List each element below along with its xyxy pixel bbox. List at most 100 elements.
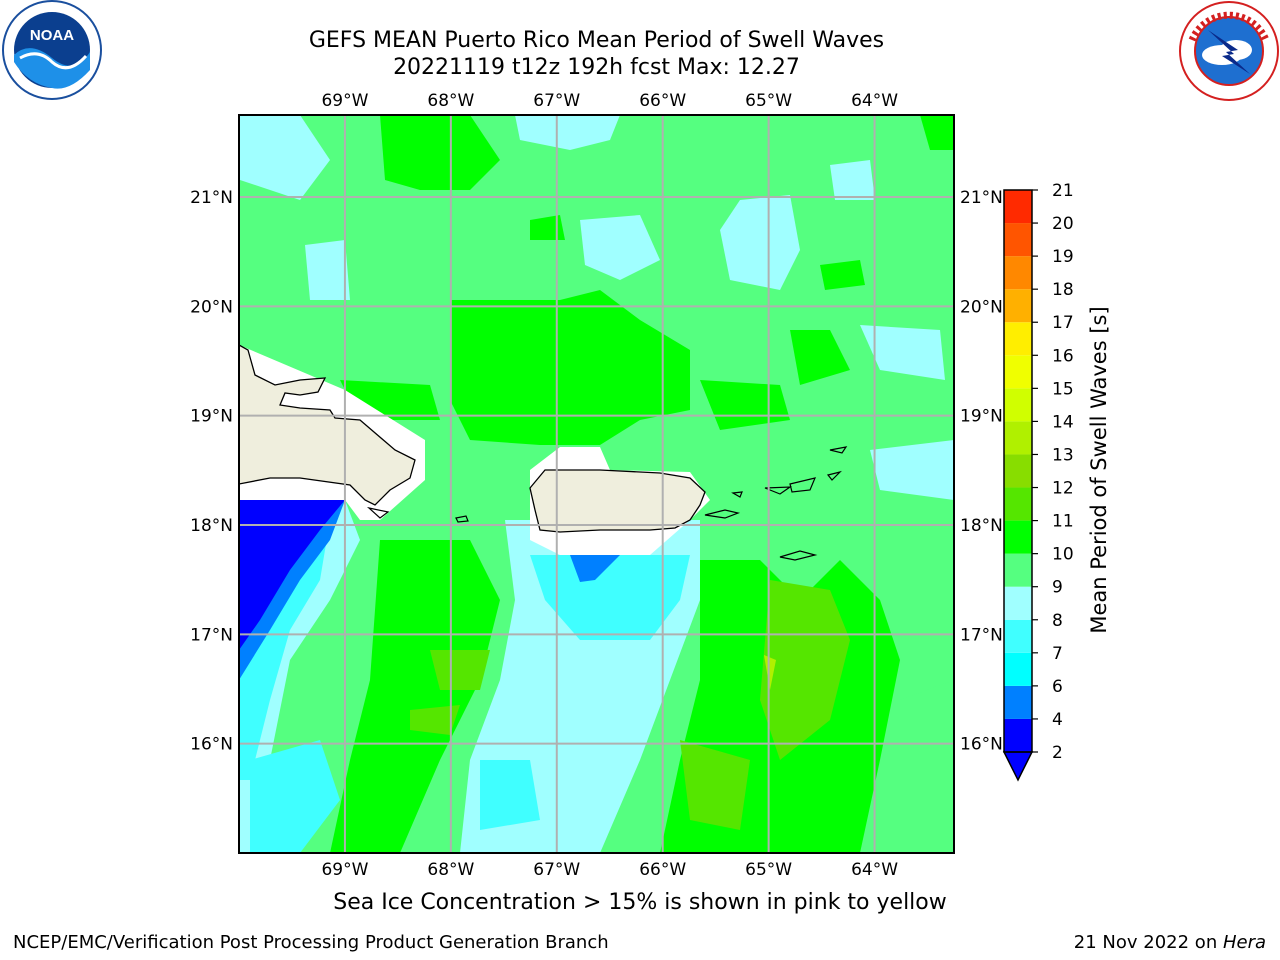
map-gridlines	[239, 115, 954, 853]
colorbar-segment	[1004, 553, 1032, 587]
field-11-12-s	[430, 650, 490, 690]
field-10-11-s	[790, 330, 850, 385]
culebra-island	[731, 491, 743, 498]
colorbar-tick-label: 18	[1052, 280, 1074, 300]
lon-label-bottom: 65°W	[745, 860, 792, 880]
footer-date: 21 Nov 2022 on Hera	[1074, 932, 1266, 953]
field-8-9-s	[720, 195, 800, 290]
field-12-13-s	[764, 655, 776, 690]
lon-label-bottom: 68°W	[427, 860, 474, 880]
lat-label-right: 16°N	[960, 735, 1003, 755]
field-11-12-s	[680, 740, 750, 830]
lat-label-right: 20°N	[960, 297, 1003, 317]
colorbar-tick-label: 20	[1052, 214, 1074, 234]
nws-logo-icon	[1179, 1, 1279, 101]
anegada-island	[826, 470, 842, 481]
colorbar-frame	[1003, 189, 1033, 753]
lat-label-left: 17°N	[190, 625, 233, 645]
saona-island	[366, 506, 390, 519]
sombrero-island	[829, 446, 848, 454]
field-4-6-s	[570, 555, 620, 582]
puerto-rico-land	[529, 469, 706, 533]
sea-ice-note: Sea Ice Concentration > 15% is shown in …	[333, 890, 947, 915]
field-10-11-s	[820, 260, 865, 290]
axis-labels: 69°W 69°W 68°W 68°W 67°W 67°W 66°W 66°W 65°W 65°W…	[190, 91, 1003, 880]
field-11-12-s	[410, 705, 460, 735]
lat-label-right: 18°N	[960, 516, 1003, 536]
lon-label-bottom: 66°W	[639, 860, 686, 880]
colorbar-tick-label: 9	[1052, 578, 1063, 598]
colorbar-segment	[1004, 652, 1032, 686]
field-10-11-s	[330, 540, 500, 853]
colorbar-tick-label: 14	[1052, 412, 1074, 432]
lat-label-right: 21°N	[960, 188, 1003, 208]
colorbar-segment	[1004, 223, 1032, 257]
hispaniola-land	[239, 344, 416, 506]
map-frame	[238, 114, 955, 854]
colorbar-tick-label: 19	[1052, 247, 1074, 267]
colorbar: 2 4 6 7 8 9 10 11 12 13 14 15 16 17 18 19 20 21	[1002, 181, 1074, 782]
colorbar-tick-label: 6	[1052, 677, 1063, 697]
field-11-12-s	[760, 580, 850, 760]
footer-credit: NCEP/EMC/Verification Post Processing Pr…	[13, 932, 609, 953]
colorbar-segment	[1004, 685, 1032, 719]
colorbar-tick-label: 21	[1052, 181, 1074, 201]
lon-label-bottom: 69°W	[321, 860, 368, 880]
mona-island	[455, 515, 469, 523]
colorbar-segment	[1004, 520, 1032, 554]
colorbar-segment	[1004, 388, 1032, 422]
lon-label-top: 68°W	[427, 91, 474, 111]
field-10-11-s	[700, 380, 790, 430]
colorbar-tick-label: 16	[1052, 346, 1074, 366]
lat-label-left: 18°N	[190, 516, 233, 536]
svg-text:NOAA: NOAA	[30, 27, 74, 44]
colorbar-segment	[1004, 454, 1032, 488]
field-7-8-s	[530, 555, 690, 640]
colorbar-tick-label: 15	[1052, 379, 1074, 399]
colorbar-segment	[1004, 586, 1032, 620]
lon-label-top: 69°W	[321, 91, 368, 111]
field-8-9-s	[515, 115, 620, 150]
noaa-logo-icon: NOAA	[2, 0, 102, 100]
colorbar-segment	[1004, 322, 1032, 356]
colorbar-tick-label: 12	[1052, 479, 1074, 499]
lat-label-left: 21°N	[190, 188, 233, 208]
lon-label-top: 65°W	[745, 91, 792, 111]
lon-label-top: 67°W	[533, 91, 580, 111]
vieques-island	[704, 509, 741, 519]
field-8-9-s	[830, 160, 875, 200]
chart-title: GEFS MEAN Puerto Rico Mean Period of Swe…	[308, 28, 885, 53]
field-8-9-s	[239, 115, 330, 200]
chart-subtitle: 20221119 t12z 192h fcst Max: 12.27	[393, 55, 800, 80]
field-8-9-s	[580, 215, 660, 280]
colorbar-segment	[1004, 619, 1032, 653]
colorbar-tick-label: 11	[1052, 512, 1074, 532]
colorbar-tick-label: 8	[1052, 611, 1063, 631]
lon-label-top: 66°W	[639, 91, 686, 111]
field-2-4-s	[239, 500, 345, 650]
lon-label-bottom: 67°W	[533, 860, 580, 880]
virgin-islands	[789, 477, 817, 493]
colorbar-tick-label: 13	[1052, 445, 1074, 465]
field-10-11-s	[920, 115, 954, 150]
lon-label-bottom: 64°W	[851, 860, 898, 880]
colorbar-tick-label: 17	[1052, 313, 1074, 333]
field-7-8-s	[480, 760, 540, 830]
colorbar-tick-label: 2	[1052, 743, 1063, 763]
lat-label-right: 19°N	[960, 407, 1003, 427]
colorbar-segment	[1004, 190, 1032, 224]
field-8-9-s	[305, 240, 350, 300]
lon-label-top: 64°W	[851, 91, 898, 111]
footer-date-text: 21 Nov 2022 on	[1073, 932, 1223, 953]
colorbar-segment	[1004, 256, 1032, 290]
lat-label-right: 17°N	[960, 625, 1003, 645]
field-9-10-s	[900, 680, 954, 853]
field-8-9-s	[870, 440, 954, 500]
colorbar-segment	[1004, 355, 1032, 389]
colorbar-tick-label: 7	[1052, 644, 1063, 664]
colorbar-extend-min	[1002, 751, 1034, 782]
virgin-islands	[764, 486, 793, 495]
lat-label-left: 19°N	[190, 407, 233, 427]
st-croix-island	[779, 550, 818, 561]
